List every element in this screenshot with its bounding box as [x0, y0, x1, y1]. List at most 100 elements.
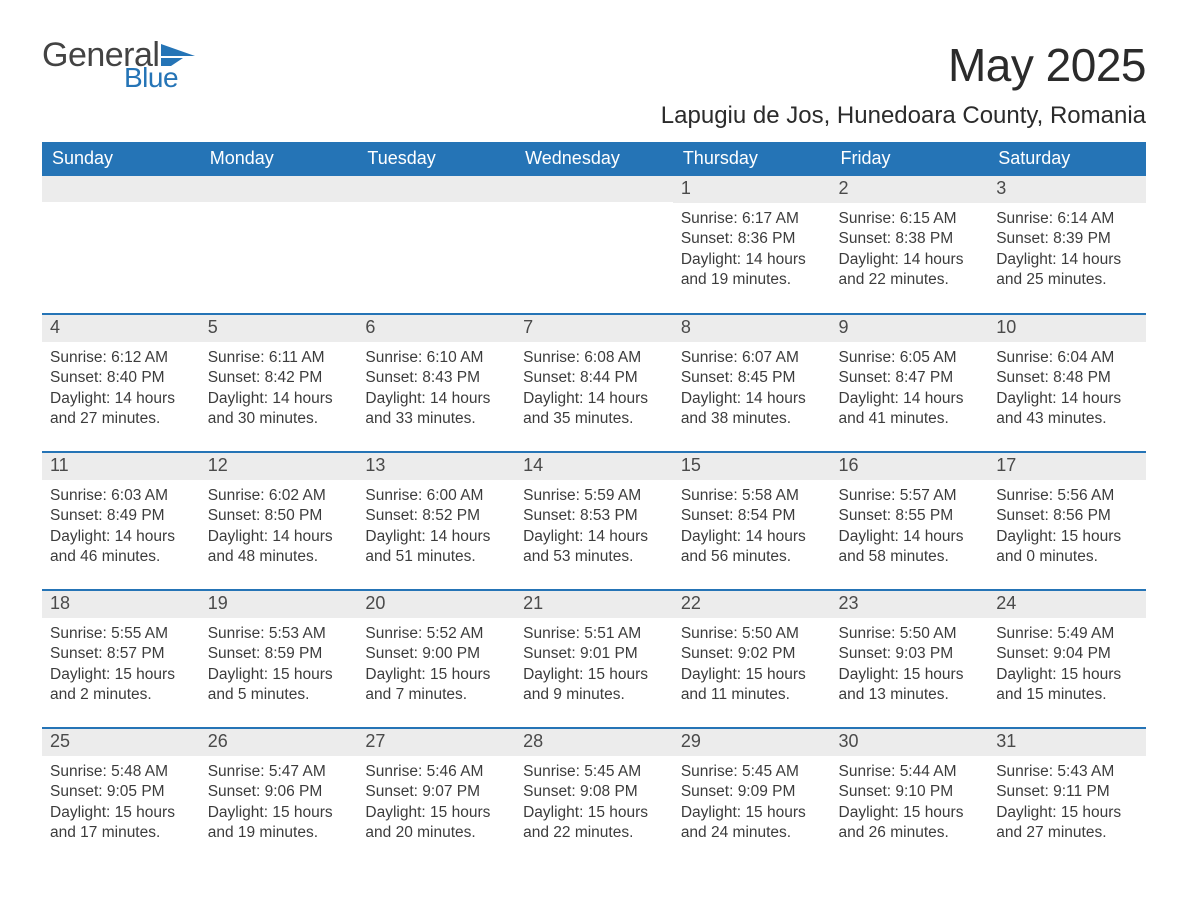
day-number: 25 [42, 729, 200, 756]
sunset-value: 9:01 PM [580, 645, 638, 662]
day-number: 17 [988, 453, 1146, 480]
sunset: Sunset: 8:56 PM [996, 506, 1138, 526]
month-title: May 2025 [661, 38, 1146, 92]
sunrise: Sunrise: 5:59 AM [523, 486, 665, 506]
sunrise-label: Sunrise: [681, 210, 742, 227]
sunset-label: Sunset: [523, 507, 580, 524]
calendar-day-cell: 16Sunrise: 5:57 AMSunset: 8:55 PMDayligh… [831, 452, 989, 590]
sunrise: Sunrise: 5:50 AM [839, 624, 981, 644]
day-body: Sunrise: 5:49 AMSunset: 9:04 PMDaylight:… [988, 618, 1146, 710]
day-number: 5 [200, 315, 358, 342]
sunrise-label: Sunrise: [681, 349, 742, 366]
daylight: Daylight: 15 hours and 5 minutes. [208, 665, 350, 706]
sunset: Sunset: 8:45 PM [681, 368, 823, 388]
sunset: Sunset: 8:38 PM [839, 229, 981, 249]
daylight-label: Daylight: [50, 528, 115, 545]
sunrise-value: 5:52 AM [427, 625, 484, 642]
sunset: Sunset: 9:11 PM [996, 782, 1138, 802]
weekday-header: Friday [831, 142, 989, 176]
sunset-label: Sunset: [523, 645, 580, 662]
calendar-day-cell: 1Sunrise: 6:17 AMSunset: 8:36 PMDaylight… [673, 176, 831, 314]
day-number: 8 [673, 315, 831, 342]
sunset-label: Sunset: [839, 783, 896, 800]
daylight: Daylight: 14 hours and 27 minutes. [50, 389, 192, 430]
sunrise-value: 5:57 AM [900, 487, 957, 504]
sunrise-label: Sunrise: [839, 349, 900, 366]
day-number: 30 [831, 729, 989, 756]
sunrise-label: Sunrise: [523, 487, 584, 504]
sunset: Sunset: 8:54 PM [681, 506, 823, 526]
sunrise-value: 5:45 AM [742, 763, 799, 780]
day-body: Sunrise: 5:50 AMSunset: 9:03 PMDaylight:… [831, 618, 989, 710]
daylight-label: Daylight: [839, 390, 904, 407]
sunrise-label: Sunrise: [996, 349, 1057, 366]
sunset-value: 9:10 PM [895, 783, 953, 800]
daylight-label: Daylight: [681, 390, 746, 407]
day-body: Sunrise: 6:05 AMSunset: 8:47 PMDaylight:… [831, 342, 989, 434]
sunset-value: 8:44 PM [580, 369, 638, 386]
sunset-label: Sunset: [996, 230, 1053, 247]
day-body: Sunrise: 6:02 AMSunset: 8:50 PMDaylight:… [200, 480, 358, 572]
day-number: 15 [673, 453, 831, 480]
sunset: Sunset: 9:03 PM [839, 644, 981, 664]
sunset-label: Sunset: [839, 507, 896, 524]
sunrise: Sunrise: 5:44 AM [839, 762, 981, 782]
daylight-label: Daylight: [839, 666, 904, 683]
weekday-header: Wednesday [515, 142, 673, 176]
sunset-label: Sunset: [523, 369, 580, 386]
sunrise-label: Sunrise: [839, 625, 900, 642]
sunset-value: 9:04 PM [1053, 645, 1111, 662]
daylight: Daylight: 15 hours and 13 minutes. [839, 665, 981, 706]
calendar-day-cell: 26Sunrise: 5:47 AMSunset: 9:06 PMDayligh… [200, 728, 358, 866]
sunset: Sunset: 9:00 PM [365, 644, 507, 664]
day-body: Sunrise: 5:51 AMSunset: 9:01 PMDaylight:… [515, 618, 673, 710]
sunrise-label: Sunrise: [365, 625, 426, 642]
day-number: 28 [515, 729, 673, 756]
sunrise: Sunrise: 5:56 AM [996, 486, 1138, 506]
day-number [515, 176, 673, 202]
daylight-label: Daylight: [208, 528, 273, 545]
day-number [357, 176, 515, 202]
weekday-header: Monday [200, 142, 358, 176]
day-body: Sunrise: 5:46 AMSunset: 9:07 PMDaylight:… [357, 756, 515, 848]
calendar-day-cell: 4Sunrise: 6:12 AMSunset: 8:40 PMDaylight… [42, 314, 200, 452]
sunrise-value: 6:02 AM [269, 487, 326, 504]
sunrise-label: Sunrise: [681, 487, 742, 504]
sunrise-value: 5:53 AM [269, 625, 326, 642]
sunrise-label: Sunrise: [523, 763, 584, 780]
daylight-label: Daylight: [996, 804, 1061, 821]
sunset: Sunset: 8:59 PM [208, 644, 350, 664]
day-body: Sunrise: 6:00 AMSunset: 8:52 PMDaylight:… [357, 480, 515, 572]
calendar-empty-cell [357, 176, 515, 314]
weekday-header: Tuesday [357, 142, 515, 176]
day-number [200, 176, 358, 202]
sunrise-value: 6:10 AM [427, 349, 484, 366]
daylight-label: Daylight: [365, 390, 430, 407]
sunrise: Sunrise: 6:11 AM [208, 348, 350, 368]
day-number: 18 [42, 591, 200, 618]
sunset: Sunset: 8:43 PM [365, 368, 507, 388]
sunset-label: Sunset: [50, 369, 107, 386]
daylight-label: Daylight: [208, 804, 273, 821]
sunset-value: 8:53 PM [580, 507, 638, 524]
sunset-value: 8:47 PM [895, 369, 953, 386]
sunset: Sunset: 9:09 PM [681, 782, 823, 802]
sunset-value: 9:06 PM [265, 783, 323, 800]
sunset-value: 9:00 PM [422, 645, 480, 662]
sunset-label: Sunset: [208, 783, 265, 800]
daylight-label: Daylight: [523, 666, 588, 683]
calendar-week-row: 11Sunrise: 6:03 AMSunset: 8:49 PMDayligh… [42, 452, 1146, 590]
sunset: Sunset: 8:44 PM [523, 368, 665, 388]
calendar-weekday-header: SundayMondayTuesdayWednesdayThursdayFrid… [42, 142, 1146, 176]
daylight-label: Daylight: [839, 528, 904, 545]
daylight: Daylight: 15 hours and 17 minutes. [50, 803, 192, 844]
daylight: Daylight: 15 hours and 20 minutes. [365, 803, 507, 844]
day-body: Sunrise: 5:44 AMSunset: 9:10 PMDaylight:… [831, 756, 989, 848]
sunrise-label: Sunrise: [208, 763, 269, 780]
sunset-value: 8:59 PM [265, 645, 323, 662]
sunrise-value: 5:51 AM [584, 625, 641, 642]
day-body: Sunrise: 5:43 AMSunset: 9:11 PMDaylight:… [988, 756, 1146, 848]
day-body: Sunrise: 5:45 AMSunset: 9:08 PMDaylight:… [515, 756, 673, 848]
sunset-label: Sunset: [839, 230, 896, 247]
daylight-label: Daylight: [365, 666, 430, 683]
